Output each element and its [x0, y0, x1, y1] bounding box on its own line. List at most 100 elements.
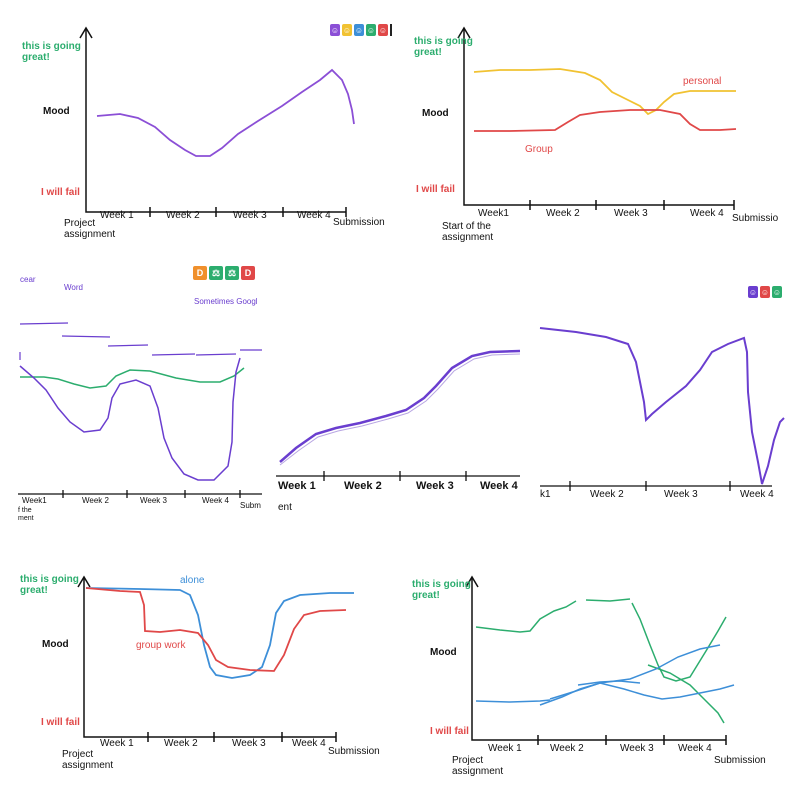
green-student-lines [475, 598, 727, 724]
axis-arrow [77, 575, 91, 588]
week-label: Week 3 [416, 480, 454, 492]
week-label: Week 4 [292, 738, 326, 749]
mood-line-blue-b [539, 644, 721, 706]
mood-axis [85, 28, 346, 213]
scale-top-line1: this is going [22, 41, 81, 52]
scale-top-line2: great! [414, 47, 442, 58]
submission-label: Submission [714, 755, 766, 766]
project-assignment-label: Project assignment [62, 749, 113, 771]
mood-label: Mood [43, 106, 70, 117]
project-assignment-label: Project assignment [64, 218, 115, 240]
week-label: Week 2 [164, 738, 198, 749]
badge-icon: ☺ [378, 24, 388, 36]
emoji-badges: ☺ ☺ ☺ [748, 286, 782, 298]
mood-line-personal [473, 68, 736, 116]
submission-label: Submission [333, 217, 385, 228]
mood-axis [463, 28, 734, 206]
panel-multiple-students: this is going great! Mood I will fail We… [400, 555, 800, 800]
project-line1: Project [452, 755, 484, 766]
week-label: Week 2 [546, 208, 580, 219]
mood-line-shadow [279, 353, 521, 466]
mood-line-green-c [631, 602, 727, 682]
week-label: Week 4 [678, 743, 712, 754]
mood-line-green-b [585, 598, 631, 602]
mood-line-alone [85, 587, 354, 679]
panel-rising-mood: Week 1 Week 2 Week 3 Week 4 ent [276, 330, 524, 520]
app-badges: D ⚖ ⚖ D [193, 266, 255, 280]
start-assignment-label: Start of the assignment [442, 221, 493, 243]
mood-label: Mood [42, 639, 69, 650]
scale-top-line1: this is going [414, 36, 473, 47]
badge-icon: D [193, 266, 207, 280]
sometimes-google-annotation: Sometimes Googl [194, 297, 258, 306]
scale-top-label: this is going great! [412, 579, 471, 601]
mood-line-purple [19, 357, 241, 481]
week-label: Week 4 [202, 496, 229, 505]
project-line1: Project [64, 218, 96, 229]
mood-line-group-work [85, 587, 347, 672]
mood-line-purple [539, 327, 785, 485]
mood-line-group [474, 109, 737, 132]
start-assignment-label: ent [278, 502, 292, 513]
panel-3-plot [18, 322, 262, 498]
badge-icon: ☺ [354, 24, 364, 36]
axis-arrow [79, 26, 93, 39]
week-label: Week 1 [488, 743, 522, 754]
week-label: Week 3 [233, 210, 267, 221]
week-label: Week 1 [278, 480, 316, 492]
scale-top-line2: great! [412, 590, 440, 601]
submission-label: Submission [328, 746, 380, 757]
scale-top-label: this is going great! [20, 574, 79, 596]
week-label: Week 4 [740, 489, 774, 500]
panel-4-plot [276, 349, 521, 481]
week-label: Week 3 [620, 743, 654, 754]
emoji-badges: ☺ ☺ ☺ ☺ ☺ [330, 24, 392, 36]
week-label: Week 1 [100, 738, 134, 749]
mood-line-green-d [647, 664, 725, 724]
badge-icon: ☺ [760, 286, 770, 298]
week-label: Week 4 [480, 480, 518, 492]
scale-top-label: this is going great! [414, 36, 473, 58]
scale-bottom-label: I will fail [41, 187, 80, 198]
week-label: Week 3 [232, 738, 266, 749]
mood-line-green-a [475, 600, 577, 633]
axis-arrow [457, 26, 471, 39]
panel-tools-mood: D ⚖ ⚖ D cear Word Sometimes Googl Week1 Wee… [0, 262, 268, 530]
week-label: Week 2 [344, 480, 382, 492]
mood-line-purple [279, 349, 521, 463]
badge-icon: ⚖ [209, 266, 223, 280]
start-line1: Start of the [442, 221, 491, 232]
week-label: Week1 [22, 496, 47, 505]
mood-line-blue-a [475, 699, 551, 703]
start-line2: ment [18, 514, 34, 522]
word-annotation: Word [64, 283, 83, 292]
week-label: Week 2 [166, 210, 200, 221]
badge-icon: ☺ [748, 286, 758, 298]
badge-icon: ☺ [330, 24, 340, 36]
scale-top-line2: great! [20, 585, 48, 596]
start-assignment-label: f the ment [18, 507, 34, 522]
submission-label: Submissio [732, 213, 779, 224]
mood-line-blue-d [577, 680, 641, 686]
scribble-segment [107, 344, 149, 347]
panel-2-plot [457, 26, 737, 210]
scribble-segment [61, 335, 111, 338]
project-line2: assignment [452, 766, 504, 777]
week-label: Week 3 [614, 208, 648, 219]
scribble-segment [151, 353, 196, 356]
mood-line-purple [96, 68, 355, 157]
badge-icon: D [241, 266, 255, 280]
week-label: Week1 [478, 208, 509, 219]
scale-top-line2: great! [22, 52, 50, 63]
badge-icon: ⚖ [225, 266, 239, 280]
scribble-segment [19, 322, 69, 325]
badge-icon: ☺ [366, 24, 376, 36]
mood-axis [83, 577, 336, 738]
mood-line-blue-c [549, 682, 735, 700]
week-label: Week 1 [100, 210, 134, 221]
panel-7-plot [465, 575, 735, 745]
panel-6-plot [77, 575, 354, 742]
week-label: k1 [540, 489, 551, 500]
scribble-lines [19, 322, 262, 360]
